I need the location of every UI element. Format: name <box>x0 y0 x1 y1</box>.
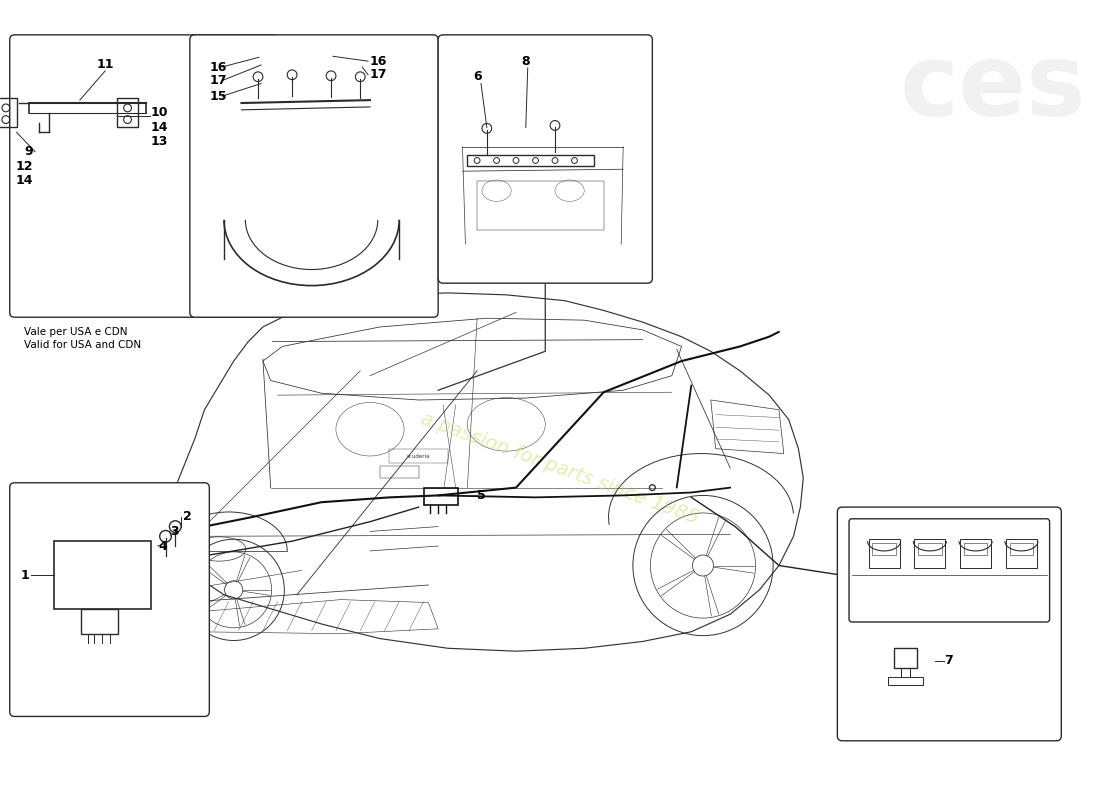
Text: 14: 14 <box>15 174 33 187</box>
Bar <box>468 154 594 166</box>
Bar <box>888 678 923 686</box>
FancyBboxPatch shape <box>438 35 652 283</box>
Text: 13: 13 <box>151 135 168 149</box>
Text: 14: 14 <box>151 121 168 134</box>
Text: 3: 3 <box>170 525 179 538</box>
Text: 5: 5 <box>477 489 486 502</box>
Bar <box>872 543 895 555</box>
Bar <box>0 98 16 127</box>
Bar <box>424 488 458 505</box>
Text: Vale per USA e CDN: Vale per USA e CDN <box>24 327 128 337</box>
Text: 16: 16 <box>209 61 227 74</box>
Text: ces: ces <box>900 40 1087 137</box>
Text: 9: 9 <box>24 146 33 158</box>
Text: 7: 7 <box>945 654 954 667</box>
Bar <box>964 543 988 555</box>
Bar <box>869 539 900 569</box>
Text: 2: 2 <box>183 510 191 523</box>
Bar <box>117 98 139 127</box>
Bar <box>1005 539 1037 569</box>
Text: 12: 12 <box>15 160 33 173</box>
Text: 11: 11 <box>97 58 114 70</box>
Text: 16: 16 <box>370 54 387 68</box>
Bar <box>918 543 942 555</box>
Text: 1: 1 <box>21 569 30 582</box>
Text: 4: 4 <box>158 539 167 553</box>
Bar <box>1010 543 1033 555</box>
Bar <box>80 610 118 634</box>
Text: 6: 6 <box>473 70 482 83</box>
FancyBboxPatch shape <box>10 35 277 318</box>
Bar <box>960 539 991 569</box>
FancyBboxPatch shape <box>837 507 1062 741</box>
Text: 17: 17 <box>209 74 227 87</box>
Bar <box>389 449 448 463</box>
Text: 17: 17 <box>370 68 387 82</box>
Text: Valid for USA and CDN: Valid for USA and CDN <box>24 340 142 350</box>
Text: 15: 15 <box>209 90 227 102</box>
Text: a passion for parts since 1985: a passion for parts since 1985 <box>418 409 702 527</box>
FancyBboxPatch shape <box>190 35 438 318</box>
Bar <box>379 466 419 478</box>
Text: scuderia: scuderia <box>407 454 430 459</box>
Bar <box>894 648 917 668</box>
Bar <box>477 181 604 230</box>
Text: 10: 10 <box>151 106 168 119</box>
FancyBboxPatch shape <box>10 482 209 717</box>
Text: 8: 8 <box>521 54 530 68</box>
Bar <box>914 539 945 569</box>
Bar <box>54 541 151 610</box>
